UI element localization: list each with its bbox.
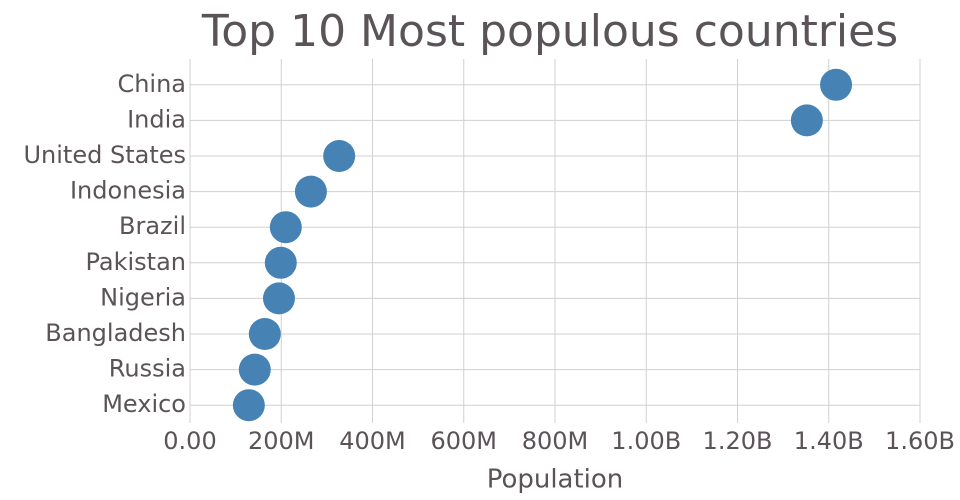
x-tick-label: 1.40B — [794, 427, 864, 455]
y-tick-label: Nigeria — [100, 283, 186, 311]
dot — [264, 246, 297, 279]
dot — [323, 140, 356, 172]
y-tick-label: India — [127, 105, 186, 133]
y-tick-label: Russia — [109, 355, 186, 383]
y-tick-label: Bangladesh — [45, 319, 186, 347]
y-tick-label: Indonesia — [70, 177, 186, 205]
x-tick-label: 1.60B — [885, 427, 955, 455]
y-tick-label: United States — [23, 141, 186, 169]
dot — [238, 353, 271, 386]
x-tick-label: 1.00B — [611, 427, 681, 455]
x-tick-label: 600M — [430, 427, 497, 455]
dot — [790, 104, 823, 137]
x-tick-label: 0.00 — [163, 427, 216, 455]
x-tick-label: 800M — [522, 427, 589, 455]
chart-title: Top 10 Most populous countries — [201, 6, 898, 57]
x-tick-label: 200M — [248, 427, 315, 455]
dot — [269, 211, 302, 244]
x-axis-title: Population — [487, 465, 624, 495]
y-tick-label: Pakistan — [86, 248, 187, 276]
y-tick-label: China — [117, 70, 186, 98]
x-tick-label: 400M — [339, 427, 406, 455]
dot — [820, 68, 853, 101]
dot — [262, 282, 295, 315]
x-tick-label: 1.20B — [703, 427, 773, 455]
y-tick-label: Mexico — [102, 390, 186, 418]
dot — [294, 175, 327, 208]
dot — [232, 389, 265, 422]
y-tick-label: Brazil — [119, 212, 186, 240]
dot — [248, 318, 281, 350]
